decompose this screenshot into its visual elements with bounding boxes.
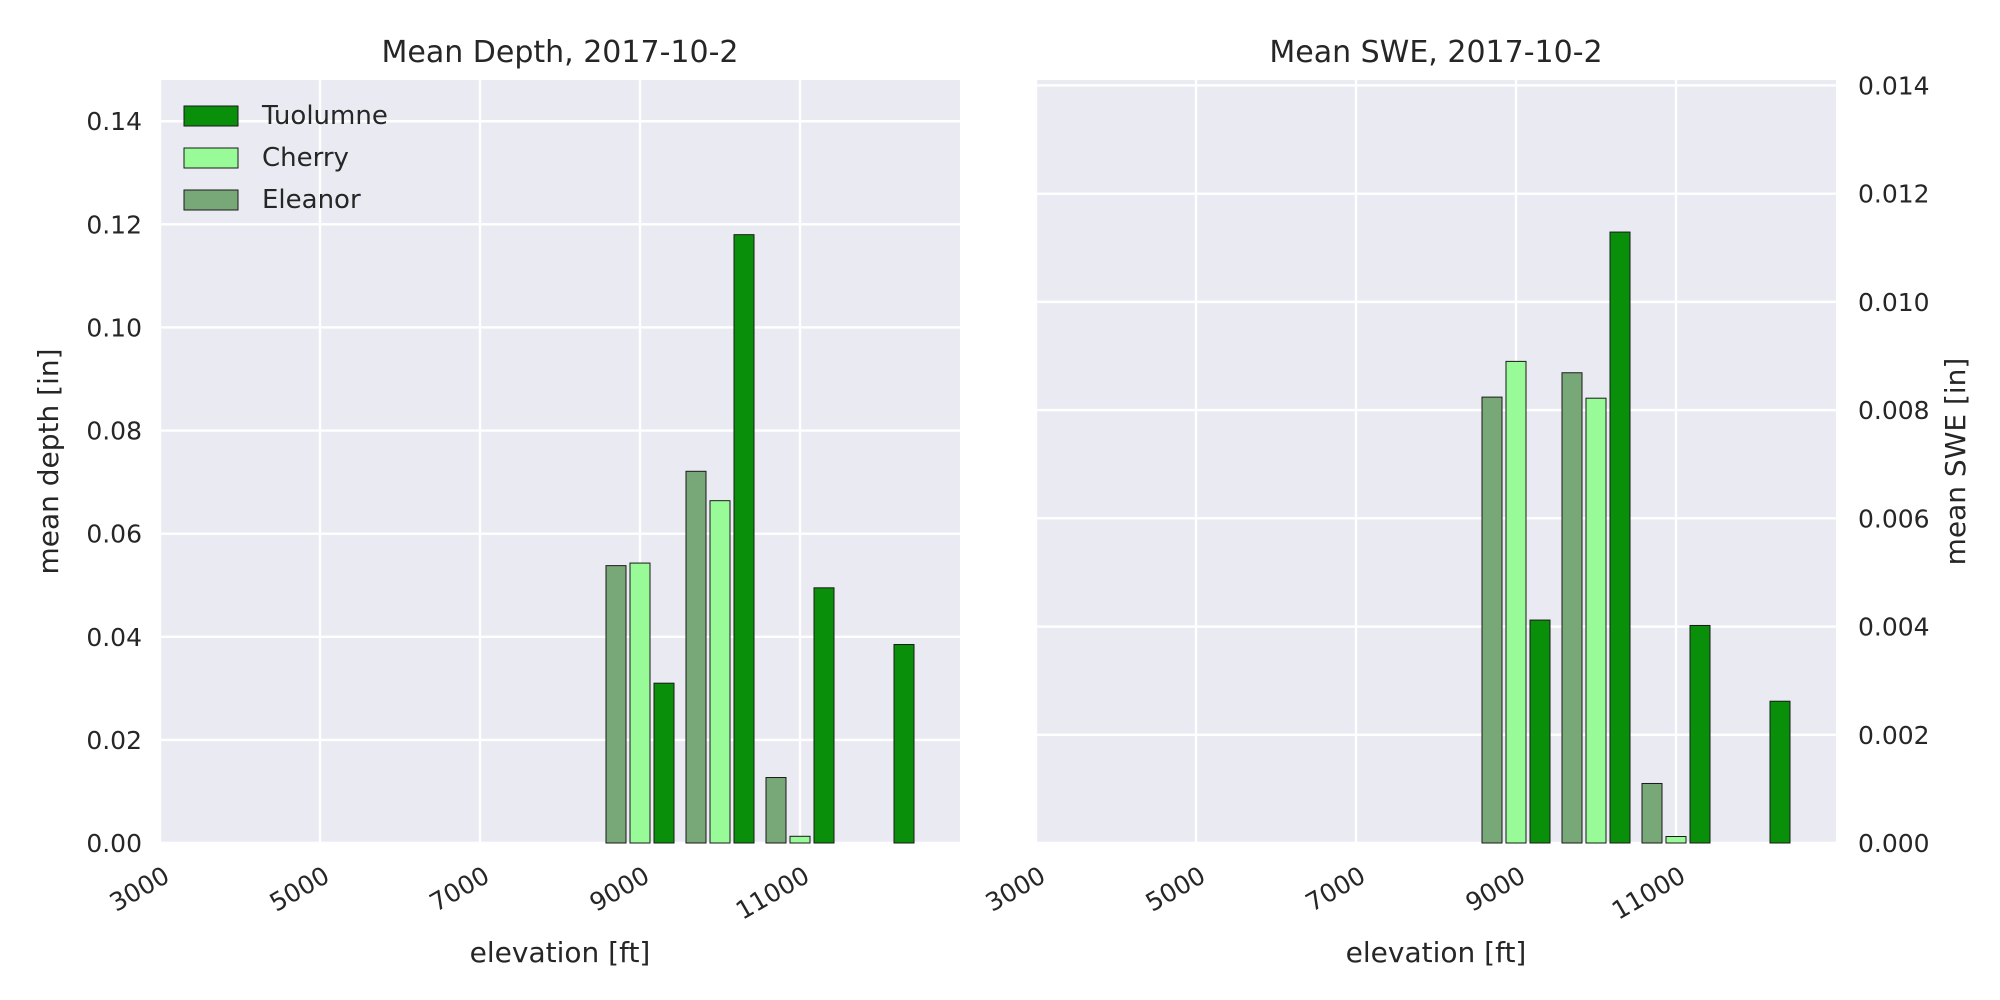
- bar-tuolumne-11300: [813, 587, 835, 844]
- x-tick-label: 11000: [1607, 861, 1690, 926]
- y-tick-label: 0.00: [86, 829, 142, 858]
- x-tick-label: 3000: [105, 861, 175, 918]
- x-tick-label: 7000: [425, 861, 495, 918]
- legend-label-eleanor: Eleanor: [262, 185, 361, 215]
- x-tick-label: 5000: [1141, 861, 1211, 918]
- y-tick-label: 0.06: [86, 520, 142, 549]
- x-tick-label: 5000: [265, 861, 335, 918]
- y-tick-label: 0.04: [86, 623, 142, 652]
- y-tick-label: 0.12: [86, 210, 142, 239]
- bar-eleanor-10700: [1641, 782, 1663, 844]
- x-tick-label: 9000: [585, 861, 655, 918]
- bar-tuolumne-9300: [1529, 619, 1551, 844]
- bar-cherry-10000: [709, 500, 731, 844]
- bar-eleanor-8700: [605, 565, 627, 844]
- bar-eleanor-8700: [1481, 396, 1503, 844]
- y-tick-label: 0.014: [1858, 71, 1930, 100]
- y-tick-label: 0.02: [86, 726, 142, 755]
- x-axis-label: elevation [ft]: [470, 936, 651, 969]
- bar-cherry-10000: [1585, 397, 1607, 844]
- bar-tuolumne-12300: [893, 644, 915, 844]
- legend-swatch-cherry: [183, 147, 239, 169]
- legend-swatch-tuolumne: [183, 105, 239, 127]
- y-tick-label: 0.006: [1858, 504, 1930, 533]
- x-axis-label: elevation [ft]: [1346, 936, 1527, 969]
- bar-cherry-11000: [789, 835, 811, 844]
- bar-cherry-9000: [629, 562, 651, 844]
- bar-eleanor-9700: [1561, 372, 1583, 844]
- bar-tuolumne-9300: [653, 682, 675, 844]
- y-tick-label: 0.012: [1858, 180, 1930, 209]
- legend-label-cherry: Cherry: [262, 143, 349, 173]
- bar-eleanor-9700: [685, 470, 707, 844]
- x-tick-label: 9000: [1461, 861, 1531, 918]
- chart-title: Mean Depth, 2017-10-2: [382, 35, 739, 70]
- x-tick-label: 7000: [1301, 861, 1371, 918]
- bar-tuolumne-11300: [1689, 624, 1711, 844]
- chart-title: Mean SWE, 2017-10-2: [1269, 35, 1602, 70]
- y-tick-label: 0.002: [1858, 721, 1930, 750]
- y-axis-label: mean depth [in]: [32, 348, 65, 574]
- chart-1: Mean Depth, 2017-10-2 3000 5000 7000 9000 110…: [32, 35, 960, 969]
- bar-tuolumne-10300: [1609, 231, 1631, 844]
- bar-cherry-11000: [1665, 836, 1687, 844]
- chart-2: Mean SWE, 2017-10-2 3000 5000 7000 9000 11000…: [981, 35, 1972, 969]
- y-tick-label: 0.004: [1858, 613, 1930, 642]
- legend-swatch-eleanor: [183, 189, 239, 211]
- y-axis-label: mean SWE [in]: [1939, 358, 1972, 566]
- bar-eleanor-10700: [765, 777, 787, 844]
- legend-label-tuolumne: Tuolumne: [261, 101, 388, 131]
- y-tick-label: 0.000: [1858, 829, 1930, 858]
- bar-tuolumne-12300: [1769, 700, 1791, 844]
- x-tick-label: 3000: [981, 861, 1051, 918]
- y-tick-label: 0.008: [1858, 396, 1930, 425]
- y-tick-label: 0.08: [86, 417, 142, 446]
- y-tick-label: 0.14: [86, 107, 142, 136]
- y-tick-label: 0.10: [86, 313, 142, 342]
- bar-tuolumne-10300: [733, 234, 755, 844]
- bar-cherry-9000: [1505, 360, 1527, 844]
- y-tick-label: 0.010: [1858, 288, 1930, 317]
- legend: Tuolumne Cherry Eleanor: [183, 101, 388, 215]
- x-tick-label: 11000: [731, 861, 814, 926]
